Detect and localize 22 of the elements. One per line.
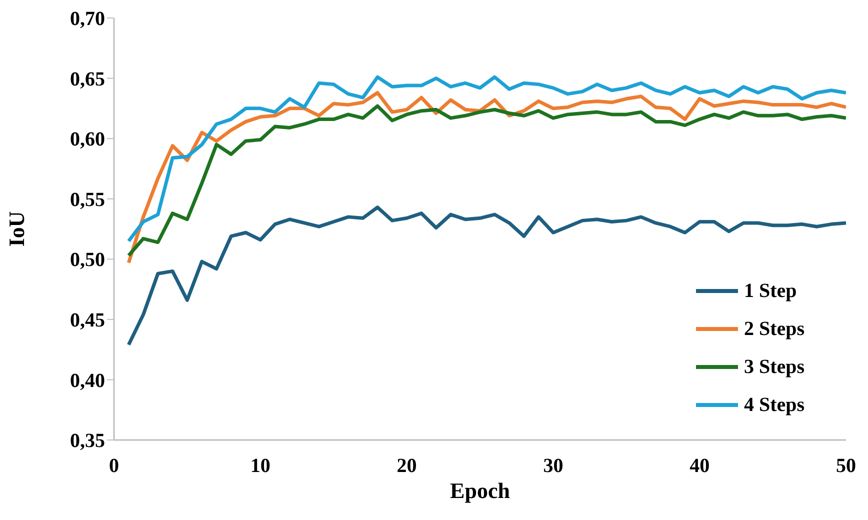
line-series [126, 75, 846, 243]
legend-label: 2 Steps [744, 318, 805, 340]
y-tick-label: 0,40 [70, 370, 105, 392]
x-tick-label: 30 [543, 455, 564, 478]
legend-label: 4 Steps [744, 394, 805, 416]
y-axis-title: IoU [4, 211, 29, 247]
line-series [126, 206, 846, 346]
y-tick-label: 0,35 [70, 430, 105, 452]
legend-label: 1 Step [744, 280, 797, 302]
y-tick-label: 0,45 [70, 310, 105, 332]
x-tick-label: 20 [396, 455, 417, 478]
y-tick-label: 0,50 [70, 249, 105, 272]
x-axis-title: Epoch [450, 478, 510, 503]
x-tick-label: 10 [250, 455, 270, 478]
x-tick-label: 0 [109, 455, 119, 478]
x-tick-label: 50 [836, 455, 856, 478]
x-tick-label: 40 [690, 455, 710, 478]
y-tick-label: 0,70 [70, 8, 105, 30]
y-tick-label: 0,60 [70, 128, 105, 151]
y-tick-label: 0,55 [70, 188, 105, 211]
y-tick-label: 0,65 [70, 68, 105, 90]
legend-label: 3 Steps [744, 356, 805, 378]
